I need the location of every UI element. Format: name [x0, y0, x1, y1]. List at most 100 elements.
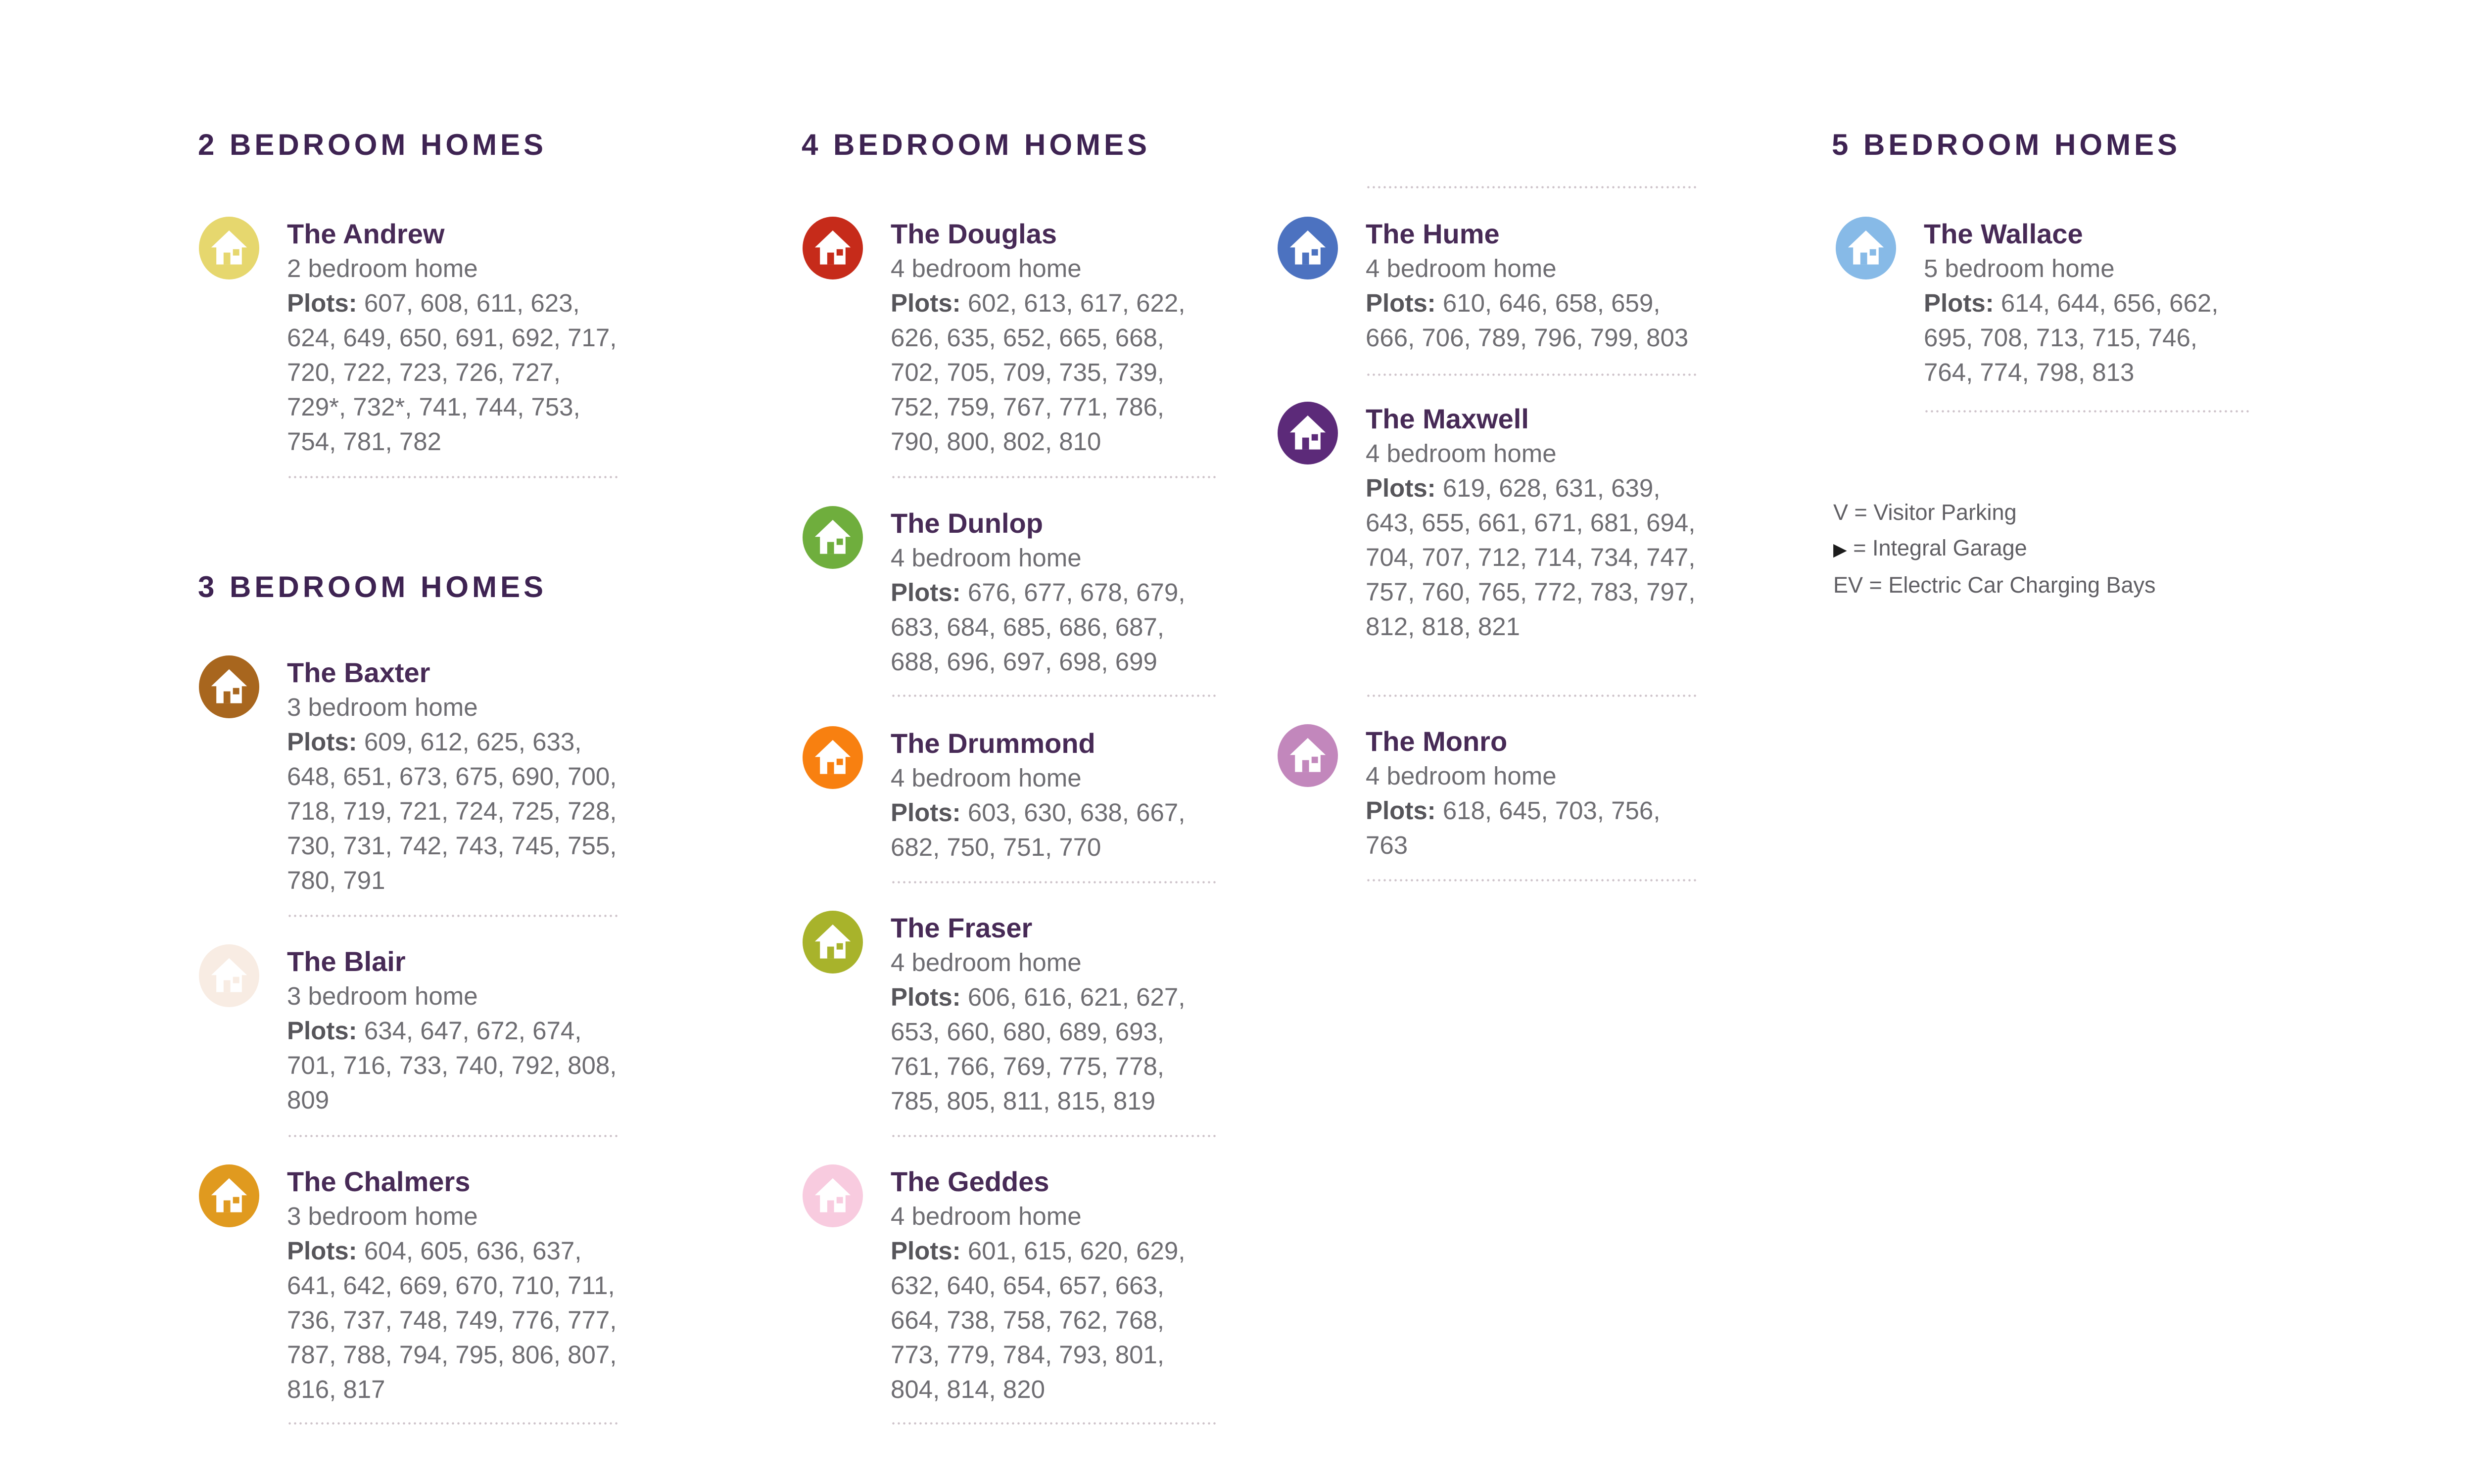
- home-card-the-wallace: The Wallace 5 bedroom home Plots: 614, 6…: [1836, 217, 2250, 390]
- home-type: 4 bedroom home: [1366, 254, 1557, 282]
- home-name: The Andrew: [287, 218, 445, 249]
- house-icon: [199, 655, 259, 718]
- home-plots: Plots: 618, 645, 703, 756, 763: [1366, 796, 1661, 859]
- plots-label: Plots:: [287, 1237, 357, 1265]
- home-card-the-geddes: The Geddes 4 bedroom home Plots: 601, 61…: [803, 1164, 1220, 1407]
- home-name: The Blair: [287, 946, 406, 977]
- plots-label: Plots:: [287, 289, 357, 317]
- house-icon: [1278, 724, 1338, 787]
- plots-label: Plots:: [287, 728, 357, 756]
- house-icon: [803, 726, 863, 789]
- plots-label: Plots:: [1924, 289, 1994, 317]
- house-icon: [199, 944, 259, 1007]
- divider: [287, 915, 618, 917]
- home-plots: Plots: 634, 647, 672, 674, 701, 716, 733…: [287, 1017, 617, 1114]
- plots-label: Plots:: [1366, 289, 1436, 317]
- home-card-the-chalmers: The Chalmers 3 bedroom home Plots: 604, …: [199, 1164, 623, 1407]
- divider: [891, 695, 1217, 697]
- home-name: The Chalmers: [287, 1166, 471, 1197]
- key-ev-charging: EV = Electric Car Charging Bays: [1833, 572, 2156, 598]
- divider: [287, 476, 618, 478]
- home-type: 2 bedroom home: [287, 254, 478, 282]
- section-header-5-bedroom: 5 BEDROOM HOMES: [1832, 128, 2181, 161]
- home-card-the-douglas: The Douglas 4 bedroom home Plots: 602, 6…: [803, 217, 1220, 459]
- divider: [891, 1422, 1217, 1425]
- house-icon: [1278, 402, 1338, 464]
- plots-label: Plots:: [287, 1017, 357, 1045]
- home-type: 3 bedroom home: [287, 693, 478, 721]
- home-name: The Maxwell: [1366, 403, 1529, 434]
- home-type: 3 bedroom home: [287, 982, 478, 1010]
- home-card-the-blair: The Blair 3 bedroom home Plots: 634, 647…: [199, 944, 623, 1117]
- house-icon: [199, 217, 259, 279]
- home-name: The Monro: [1366, 726, 1508, 757]
- house-icon: [1278, 217, 1338, 279]
- plots-label: Plots:: [1366, 796, 1436, 825]
- divider: [1924, 410, 2249, 413]
- home-name: The Baxter: [287, 657, 430, 688]
- home-plots: Plots: 603, 630, 638, 667, 682, 750, 751…: [891, 798, 1186, 861]
- key-integral-garage: ▶ = Integral Garage: [1833, 535, 2027, 560]
- home-name: The Drummond: [891, 728, 1095, 759]
- home-plots: Plots: 606, 616, 621, 627, 653, 660, 680…: [891, 983, 1186, 1115]
- home-card-the-andrew: The Andrew 2 bedroom home Plots: 607, 60…: [199, 217, 623, 459]
- home-name: The Wallace: [1924, 218, 2083, 249]
- key-garage-symbol: ▶: [1833, 539, 1847, 559]
- divider: [1366, 879, 1696, 881]
- home-type: 4 bedroom home: [891, 254, 1082, 282]
- home-name: The Hume: [1366, 218, 1500, 249]
- home-plots: Plots: 609, 612, 625, 633, 648, 651, 673…: [287, 728, 617, 894]
- section-header-4-bedroom: 4 BEDROOM HOMES: [802, 128, 1151, 161]
- home-card-the-hume: The Hume 4 bedroom home Plots: 610, 646,…: [1278, 217, 1700, 355]
- home-type: 4 bedroom home: [891, 948, 1082, 976]
- home-plots: Plots: 602, 613, 617, 622, 626, 635, 652…: [891, 289, 1186, 456]
- home-type: 4 bedroom home: [1366, 762, 1557, 790]
- home-card-the-baxter: The Baxter 3 bedroom home Plots: 609, 61…: [199, 655, 623, 898]
- home-name: The Douglas: [891, 218, 1057, 249]
- home-name: The Geddes: [891, 1166, 1049, 1197]
- plots-label: Plots:: [891, 289, 961, 317]
- home-plots: Plots: 676, 677, 678, 679, 683, 684, 685…: [891, 578, 1186, 676]
- parking-key: V = Visitor Parking ▶ = Integral Garage …: [1833, 495, 2156, 603]
- house-icon: [1836, 217, 1896, 279]
- home-card-the-fraser: The Fraser 4 bedroom home Plots: 606, 61…: [803, 911, 1220, 1118]
- key-visitor-symbol: V: [1833, 500, 1849, 525]
- house-icon: [199, 1164, 259, 1227]
- divider: [1366, 186, 1696, 188]
- section-header-3-bedroom: 3 BEDROOM HOMES: [198, 570, 547, 603]
- divider: [287, 1135, 618, 1137]
- divider: [1366, 695, 1696, 697]
- key-visitor-parking: V = Visitor Parking: [1833, 500, 2017, 525]
- home-card-the-drummond: The Drummond 4 bedroom home Plots: 603, …: [803, 726, 1220, 865]
- home-plots: Plots: 601, 615, 620, 629, 632, 640, 654…: [891, 1237, 1186, 1403]
- home-type: 4 bedroom home: [1366, 439, 1557, 467]
- divider: [1366, 373, 1696, 376]
- plots-label: Plots:: [891, 1237, 961, 1265]
- home-card-the-monro: The Monro 4 bedroom home Plots: 618, 645…: [1278, 724, 1700, 863]
- house-icon: [803, 1164, 863, 1227]
- home-card-the-dunlop: The Dunlop 4 bedroom home Plots: 676, 67…: [803, 506, 1220, 679]
- home-type: 5 bedroom home: [1924, 254, 2115, 282]
- divider: [891, 881, 1217, 883]
- home-type: 3 bedroom home: [287, 1202, 478, 1230]
- house-icon: [803, 217, 863, 279]
- home-name: The Dunlop: [891, 508, 1043, 539]
- divider: [891, 476, 1217, 478]
- home-plots: Plots: 604, 605, 636, 637, 641, 642, 669…: [287, 1237, 617, 1403]
- divider: [287, 1422, 618, 1425]
- house-icon: [803, 911, 863, 974]
- home-name: The Fraser: [891, 912, 1033, 943]
- plots-label: Plots:: [891, 798, 961, 827]
- home-type: 4 bedroom home: [891, 1202, 1082, 1230]
- home-plots: Plots: 619, 628, 631, 639, 643, 655, 661…: [1366, 474, 1696, 641]
- section-header-2-bedroom: 2 BEDROOM HOMES: [198, 128, 547, 161]
- plots-label: Plots:: [1366, 474, 1436, 502]
- home-plots: Plots: 610, 646, 658, 659, 666, 706, 789…: [1366, 289, 1689, 352]
- home-card-the-maxwell: The Maxwell 4 bedroom home Plots: 619, 6…: [1278, 402, 1700, 644]
- home-type: 4 bedroom home: [891, 764, 1082, 792]
- plots-label: Plots:: [891, 578, 961, 606]
- house-icon: [803, 506, 863, 569]
- home-type: 4 bedroom home: [891, 544, 1082, 572]
- home-plots: Plots: 607, 608, 611, 623, 624, 649, 650…: [287, 289, 617, 456]
